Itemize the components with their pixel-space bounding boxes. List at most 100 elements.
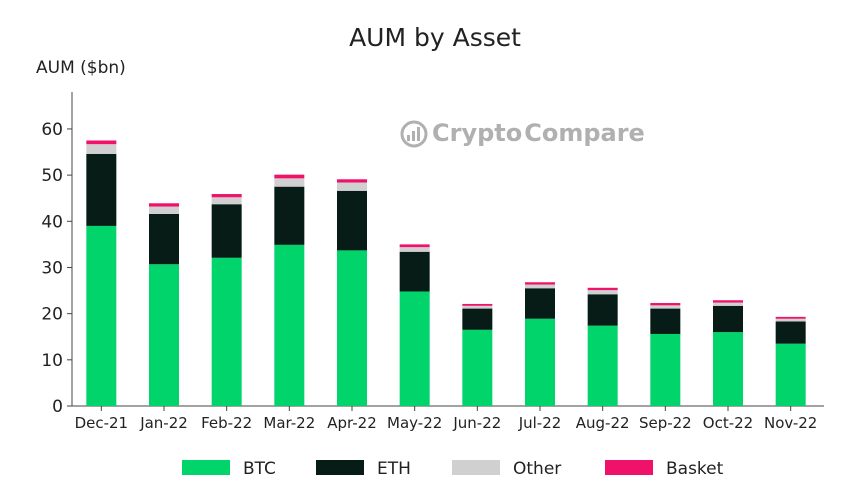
y-tick-label: 20 [41,305,63,325]
bar-stack-jul-22 [525,282,555,406]
bar-eth-oct-22 [713,305,743,333]
bar-basket-dec-21 [86,140,117,145]
bar-btc-jul-22 [525,318,555,406]
watermark-text-compare: Compare [524,119,645,147]
bar-stack-feb-22 [211,194,242,406]
y-tick-label: 0 [52,397,63,417]
bar-other-jun-22 [462,305,493,309]
legend-swatch [605,460,653,475]
legend-item-btc: BTC [182,459,276,479]
bar-stack-sep-22 [650,303,681,406]
chart-title: AUM by Asset [349,23,521,52]
bar-basket-may-22 [399,244,430,248]
legend-label: ETH [377,459,411,479]
bar-stack-dec-21 [86,140,117,406]
bar-btc-oct-22 [713,332,743,406]
bar-basket-feb-22 [211,194,242,198]
bar-stack-apr-22 [337,179,367,406]
y-axis-label: AUM ($bn) [36,58,126,78]
bar-other-nov-22 [775,318,806,322]
bar-btc-feb-22 [211,257,242,406]
bar-other-dec-21 [86,144,117,154]
x-tick-label: Jun-22 [452,414,501,432]
bar-basket-nov-22 [775,316,806,319]
cryptocompare-watermark: CryptoCompare [400,119,645,148]
bar-eth-jul-22 [525,288,555,319]
y-tick-label: 40 [41,212,63,232]
bar-other-jul-22 [525,284,555,289]
bar-basket-oct-22 [713,300,743,303]
bar-basket-apr-22 [337,179,367,183]
bar-stacks [86,140,806,406]
y-axis: 0 10 20 30 40 50 60 [41,92,73,417]
x-axis: Dec-21 Jan-22 Feb-22 Mar-22 Apr-22 May-22 Jun-… [72,405,824,432]
x-tick-label: Sep-22 [639,414,692,432]
y-tick-label: 50 [41,166,63,186]
bar-btc-may-22 [399,291,430,406]
x-tick-label: May-22 [387,414,442,432]
y-tick-label: 10 [41,351,63,371]
x-tick-label: Mar-22 [263,414,315,432]
bar-other-apr-22 [337,182,367,191]
bar-eth-mar-22 [274,186,305,245]
bar-stack-jan-22 [149,203,179,406]
x-tick-label: Apr-22 [327,414,377,432]
bar-stack-oct-22 [713,300,743,406]
bar-other-mar-22 [274,178,305,187]
x-tick-label: Jul-22 [518,414,562,432]
x-tick-label: Aug-22 [576,414,630,432]
bar-other-aug-22 [587,290,618,295]
bar-other-may-22 [399,247,430,252]
legend-label: BTC [243,459,276,479]
bar-btc-mar-22 [274,244,305,406]
cryptocompare-logo-icon [400,120,428,148]
bar-other-oct-22 [713,302,743,306]
bar-eth-dec-21 [86,153,117,226]
bar-stack-aug-22 [587,287,618,406]
bar-basket-jul-22 [525,282,555,285]
bar-btc-nov-22 [775,343,806,406]
x-tick-label: Dec-21 [75,414,129,432]
bar-eth-aug-22 [587,294,618,326]
bar-stack-may-22 [399,244,430,406]
bar-eth-feb-22 [211,204,242,258]
x-tick-label: Jan-22 [139,414,188,432]
legend-swatch [182,460,230,475]
bar-basket-mar-22 [274,174,305,179]
bar-other-sep-22 [650,305,681,309]
x-tick-label: Feb-22 [201,414,252,432]
y-tick-label: 60 [41,120,63,140]
bar-btc-sep-22 [650,333,681,406]
x-tick-label: Nov-22 [764,414,817,432]
y-tick-label: 30 [41,258,63,278]
legend-item-other: Other [452,459,561,479]
bar-other-feb-22 [211,197,242,205]
bar-btc-jun-22 [462,329,493,406]
bar-eth-apr-22 [337,190,367,251]
bar-eth-jan-22 [149,213,179,265]
bar-stack-nov-22 [775,316,806,406]
bar-btc-aug-22 [587,325,618,406]
bar-other-jan-22 [149,206,179,214]
bar-eth-jun-22 [462,308,493,330]
bar-stack-mar-22 [274,174,305,406]
bar-basket-sep-22 [650,303,681,306]
bar-basket-jan-22 [149,203,179,207]
legend-item-basket: Basket [605,459,724,479]
watermark-text-crypto: Crypto [432,119,522,147]
bar-basket-aug-22 [587,287,618,291]
legend-label: Other [513,459,561,479]
bar-eth-sep-22 [650,308,681,334]
legend: BTC ETH Other Basket [182,459,724,479]
watermark-text: CryptoCompare [432,119,645,147]
bar-btc-jan-22 [149,264,179,406]
x-tick-label: Oct-22 [703,414,753,432]
legend-item-eth: ETH [316,459,411,479]
bar-basket-jun-22 [462,303,493,306]
bar-eth-may-22 [399,251,430,292]
legend-label: Basket [666,459,724,479]
bar-btc-dec-21 [86,225,117,406]
bar-eth-nov-22 [775,321,806,344]
legend-swatch [452,460,500,475]
